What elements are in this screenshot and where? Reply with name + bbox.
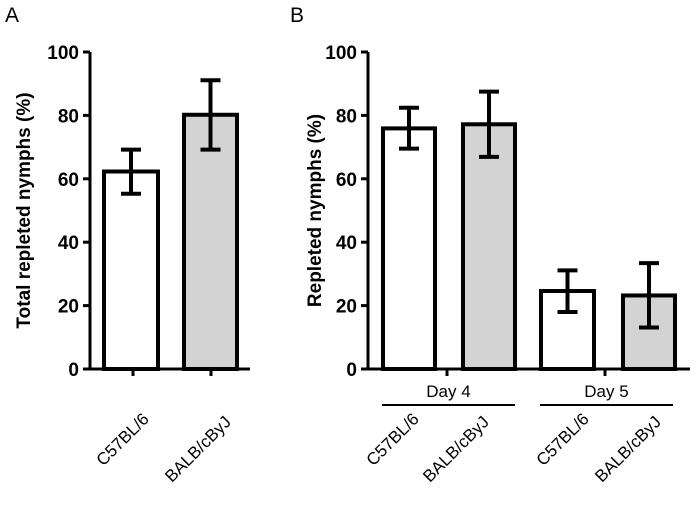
x-category-label: C57BL/6 (363, 409, 423, 469)
y-tick-label: 0 (68, 360, 79, 381)
group-label: Day 5 (584, 382, 628, 401)
x-category-label: BALB/cByJ (591, 412, 665, 486)
y-tick-label: 20 (58, 297, 79, 318)
panel-label-b: B (290, 4, 304, 27)
y-axis-label: Repleted nymphs (%) (305, 114, 326, 307)
panel-label-a: A (5, 4, 19, 27)
y-tick-label: 40 (336, 233, 357, 254)
x-category-label: C57BL/6 (93, 409, 153, 469)
y-tick-label: 60 (336, 170, 357, 191)
y-tick-label: 0 (346, 360, 357, 381)
y-tick-label: 40 (58, 233, 79, 254)
y-tick-label: 80 (336, 106, 357, 127)
y-tick-label: 100 (47, 43, 79, 64)
group-label: Day 4 (426, 382, 470, 401)
y-tick-label: 60 (58, 170, 79, 191)
bar (182, 112, 239, 371)
x-category-label: C57BL/6 (533, 409, 593, 469)
y-tick-label: 100 (325, 43, 357, 64)
y-axis-label: Total repleted nymphs (%) (14, 92, 35, 328)
bar (102, 169, 160, 371)
panel-a-chart: 0 20 40 60 80 100 Total repleted nymphs (%) C57… (14, 43, 250, 486)
y-tick-label: 80 (58, 106, 79, 127)
x-category-label: BALB/cByJ (419, 412, 493, 486)
bar (461, 122, 517, 371)
y-tick-label: 20 (336, 297, 357, 318)
bar (381, 126, 437, 371)
x-category-label: BALB/cByJ (161, 412, 235, 486)
